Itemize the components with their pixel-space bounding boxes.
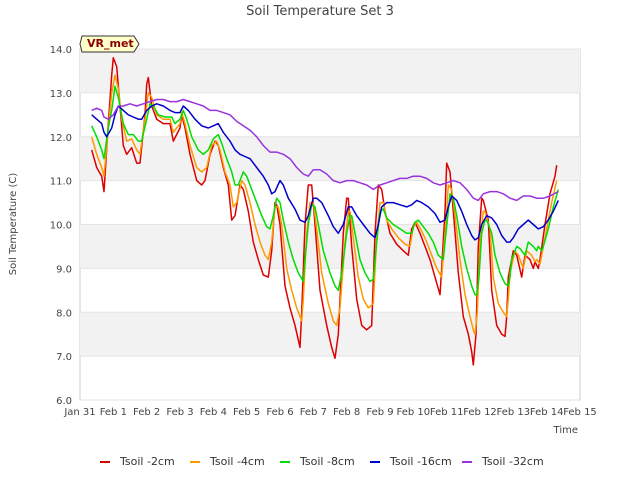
chart-title: Soil Temperature Set 3 [246, 4, 394, 19]
legend-label: Tsoil -8cm [299, 455, 355, 468]
y-tick-labels: 6.0 7.0 8.0 9.0 10.0 11.0 12.0 13.0 14.0 [50, 45, 72, 407]
x-tick-label: Feb 4 [200, 407, 227, 418]
y-tick-label: 11.0 [50, 177, 72, 188]
x-tick-label: Feb 6 [266, 407, 293, 418]
series-line-tsoil-8cm [91, 85, 560, 296]
x-tick-label: Feb 8 [333, 407, 360, 418]
y-axis-label: Soil Temperature (C) [8, 173, 19, 276]
series-layer [90, 57, 560, 366]
y-tick-label: 14.0 [50, 45, 72, 56]
badge-label: VR_met [87, 37, 134, 50]
legend-label: Tsoil -2cm [119, 455, 175, 468]
band [80, 224, 580, 269]
x-tick-label: Feb 9 [366, 407, 393, 418]
x-tick-label: Feb 3 [166, 407, 193, 418]
y-tick-label: 13.0 [50, 89, 72, 100]
x-tick-label: Feb 13 [497, 407, 531, 418]
series-line-tsoil-16cm [91, 103, 559, 243]
y-tick-label: 9.0 [56, 264, 72, 275]
series-line-tsoil-32cm [91, 98, 559, 202]
x-tick-label: Jan 31 [63, 407, 95, 418]
band [80, 136, 580, 181]
badge-shape [79, 35, 140, 53]
legend-label: Tsoil -16cm [389, 455, 452, 468]
x-tick-label: Feb 10 [397, 407, 431, 418]
x-tick-label: Feb 14 [530, 407, 564, 418]
x-tick-label: Feb 15 [563, 407, 597, 418]
y-tick-label: 6.0 [56, 396, 72, 407]
legend-label: Tsoil -32cm [481, 455, 544, 468]
y-tick-label: 12.0 [50, 133, 72, 144]
legend-label: Tsoil -4cm [209, 455, 265, 468]
y-tick-label: 7.0 [56, 352, 72, 363]
x-tick-label: Feb 2 [133, 407, 160, 418]
series-line-tsoil-2cm [90, 57, 558, 366]
y-tick-label: 10.0 [50, 221, 72, 232]
x-tick-labels: Jan 31 Feb 1 Feb 2 Feb 3 Feb 4 Feb 5 Feb 6 Feb … [63, 407, 596, 418]
x-tick-label: Feb 11 [430, 407, 464, 418]
y-tick-label: 8.0 [56, 308, 72, 319]
x-tick-label: Feb 7 [300, 407, 327, 418]
legend: Tsoil -2cm Tsoil -4cm Tsoil -8cm Tsoil -16c… [100, 455, 544, 468]
site-badge: VR_met [79, 35, 140, 53]
band [80, 49, 580, 93]
x-tick-label: Feb 12 [463, 407, 497, 418]
x-tick-label: Feb 5 [233, 407, 260, 418]
x-axis-label: Time [553, 425, 578, 436]
x-tick-label: Feb 1 [100, 407, 127, 418]
gridlines [80, 48, 580, 401]
series-line-tsoil-4cm [90, 74, 558, 335]
band [80, 312, 580, 357]
